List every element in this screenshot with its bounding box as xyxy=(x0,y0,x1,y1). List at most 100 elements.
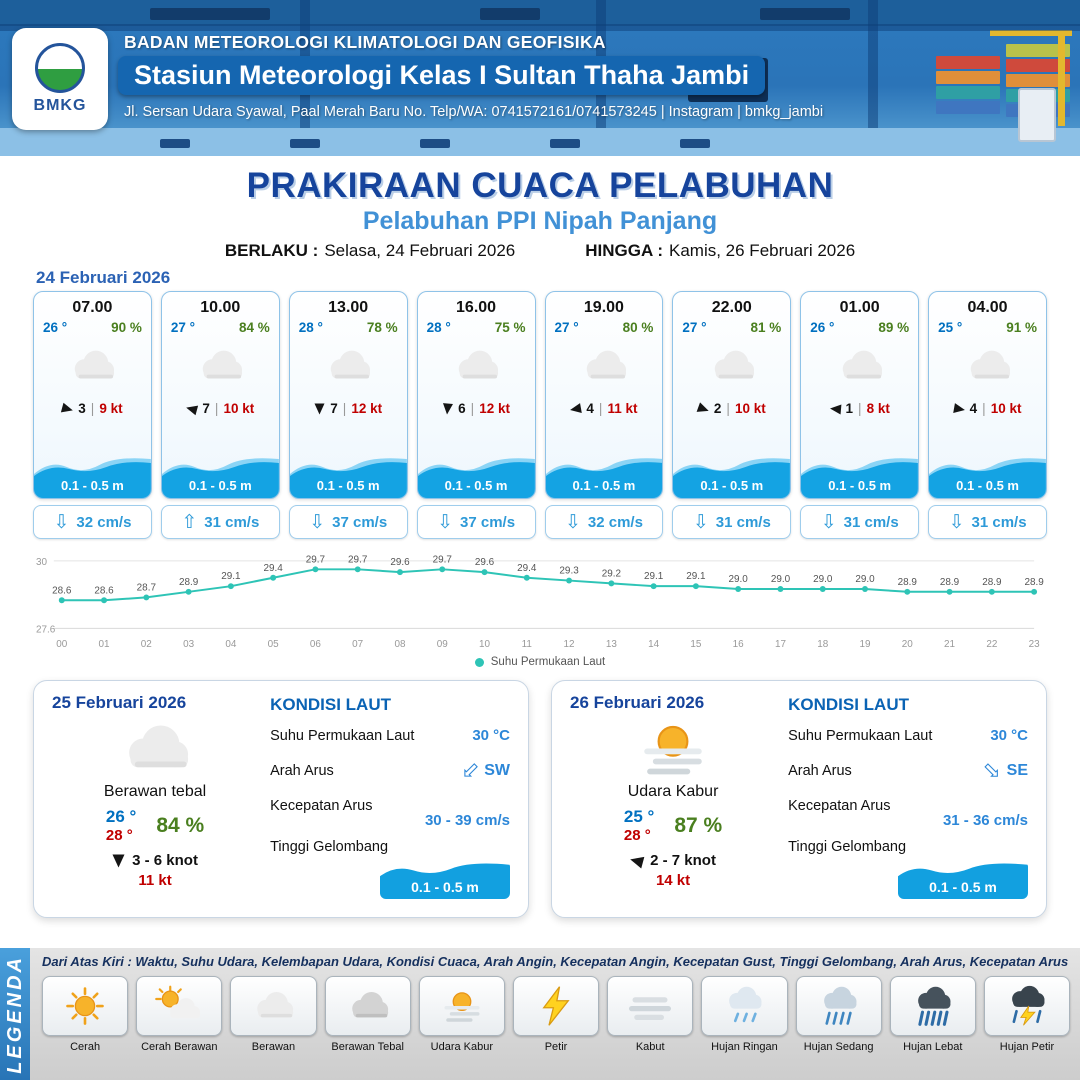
humidity: 84 % xyxy=(238,320,270,335)
forecast-cards-row: 07.00 26 ° 90 % 3 | 9 kt 0.1 - 0.5 m ⇩ 32 cm/s 10… xyxy=(33,291,1047,539)
legend-label: Berawan xyxy=(251,1041,296,1053)
day-humidity: 87 % xyxy=(674,814,723,838)
air-temp: 27 ° xyxy=(682,320,707,335)
day-temp-min: 25 ° xyxy=(623,807,655,827)
sun-icon xyxy=(57,985,113,1027)
current-direction-label: Arah Arus xyxy=(270,763,334,780)
wind-row: 4 | 11 kt xyxy=(546,401,663,416)
kiosk-art xyxy=(1018,88,1056,142)
humidity: 78 % xyxy=(366,320,398,335)
wind-direction-icon xyxy=(569,402,583,415)
wind-direction-icon xyxy=(61,402,75,415)
legend-label: Hujan Ringan xyxy=(711,1041,778,1053)
current-direction-icon: ⇩ xyxy=(564,511,581,533)
container-stack xyxy=(936,56,1000,114)
svg-text:03: 03 xyxy=(183,639,195,650)
wind-row: 3 | 9 kt xyxy=(34,401,151,416)
svg-text:27.6: 27.6 xyxy=(36,624,56,635)
day-wind-range: 2 - 7 knot xyxy=(650,852,716,870)
svg-text:28.9: 28.9 xyxy=(1024,577,1044,588)
wind-speed-ms: 3 xyxy=(78,401,86,416)
sst-chart: 30 27.6 28.6 00 28.6 01 28.7 02 28.9 03 29.1 04 29.4… xyxy=(36,554,1044,650)
svg-text:23: 23 xyxy=(1029,639,1041,650)
ship-silhouette xyxy=(760,8,850,20)
wave-height-chip: 0.1 - 0.5 m xyxy=(380,861,510,900)
current-speed-value: 37 cm/s xyxy=(460,513,516,531)
chart-legend-label: Suhu Permukaan Laut xyxy=(490,656,606,669)
weather-icon xyxy=(546,335,663,397)
wind-speed-kt: 9 kt xyxy=(99,401,123,416)
svg-text:11: 11 xyxy=(522,639,533,650)
svg-text:10: 10 xyxy=(479,639,491,650)
svg-text:29.0: 29.0 xyxy=(813,574,833,585)
air-temp: 27 ° xyxy=(554,320,579,335)
svg-text:16: 16 xyxy=(733,639,745,650)
wind-speed-kt: 8 kt xyxy=(866,401,890,416)
air-temp: 28 ° xyxy=(426,320,451,335)
wave-icon xyxy=(380,863,510,900)
legend-icon-box xyxy=(889,976,976,1036)
current-direction-icon: ⇩ xyxy=(948,511,965,533)
valid-until-value: Kamis, 26 Februari 2026 xyxy=(669,241,856,260)
svg-text:21: 21 xyxy=(944,639,956,650)
station-contact: Jl. Sersan Udara Syawal, Paal Merah Baru… xyxy=(124,104,824,120)
title-block: PRAKIRAAN CUACA PELABUHAN Pelabuhan PPI … xyxy=(0,156,1080,261)
wind-speed-ms: 4 xyxy=(969,401,978,416)
daily-forecast-card: 25 Februari 2026 Berawan tebal 26 ° 28 °… xyxy=(33,680,529,919)
wind-speed-ms: 7 xyxy=(330,401,338,416)
rain2-icon xyxy=(811,985,867,1027)
wave-height-value: 0.1 - 0.5 m xyxy=(572,478,636,493)
air-temp: 25 ° xyxy=(938,320,963,335)
svg-text:28.6: 28.6 xyxy=(52,585,72,596)
wind-speed-kt: 11 kt xyxy=(607,401,638,416)
forecast-date: 24 Februari 2026 xyxy=(36,268,171,287)
current-direction-icon: ⇩ xyxy=(437,511,453,533)
svg-text:29.0: 29.0 xyxy=(855,574,875,585)
svg-text:28.7: 28.7 xyxy=(137,582,157,593)
wind-direction-icon xyxy=(442,402,454,415)
current-direction-icon: ⇨ xyxy=(454,756,486,787)
valid-from-value: Selasa, 24 Februari 2026 xyxy=(324,241,516,260)
forecast-card: 07.00 26 ° 90 % 3 | 9 kt 0.1 - 0.5 m ⇩ 32 cm/s xyxy=(33,291,152,539)
svg-text:29.7: 29.7 xyxy=(348,554,368,565)
legend-label: Udara Kabur xyxy=(430,1041,494,1053)
day-temp-max: 28 ° xyxy=(623,827,651,845)
wind-speed-kt: 10 kt xyxy=(223,401,255,416)
svg-text:18: 18 xyxy=(817,639,829,650)
day-wind: 3 - 6 knot xyxy=(52,852,258,869)
day-gust: 14 kt xyxy=(655,872,691,890)
svg-text:28.9: 28.9 xyxy=(940,577,960,588)
storm-icon xyxy=(999,985,1055,1027)
page-title: PRAKIRAAN CUACA PELABUHAN xyxy=(246,166,834,205)
svg-text:12: 12 xyxy=(564,639,576,650)
legend-item: Hujan Lebat xyxy=(889,976,976,1053)
legend-label: Hujan Sedang xyxy=(803,1041,874,1053)
legend-caption: Dari Atas Kiri : Waktu, Suhu Udara, Kele… xyxy=(42,954,1069,969)
svg-text:04: 04 xyxy=(225,639,237,650)
legend-strip: LEGENDA xyxy=(0,948,30,1080)
bolt-icon xyxy=(528,985,584,1027)
day-temps: 25 ° 28 ° 87 % xyxy=(570,806,776,846)
day-condition: Udara Kabur xyxy=(627,783,719,801)
cloudthick-icon xyxy=(340,985,396,1027)
wave-icon xyxy=(898,863,1028,900)
wave-height-label: Tinggi Gelombang xyxy=(788,839,907,856)
svg-text:15: 15 xyxy=(690,639,702,650)
weather-icon xyxy=(418,335,535,397)
svg-text:29.6: 29.6 xyxy=(475,557,495,568)
air-temp: 27 ° xyxy=(170,320,196,335)
wind-direction-icon xyxy=(185,402,199,415)
forecast-time: 22.00 xyxy=(711,299,752,316)
valid-from-label: BERLAKU : xyxy=(224,241,319,260)
crane-icon xyxy=(1058,30,1065,126)
wave-height-label: Tinggi Gelombang xyxy=(270,839,389,856)
forecast-time: 01.00 xyxy=(839,299,880,316)
valid-until-label: HINGGA : xyxy=(585,241,663,260)
forecast-time: 19.00 xyxy=(583,299,624,316)
legend-icon-box xyxy=(983,976,1071,1036)
seat-art xyxy=(290,139,320,148)
forecast-time: 07.00 xyxy=(72,299,113,316)
suncloud-icon xyxy=(151,985,207,1027)
bmkg-logo: BMKG xyxy=(12,28,108,130)
wave-height-band: 0.1 - 0.5 m xyxy=(161,452,279,498)
